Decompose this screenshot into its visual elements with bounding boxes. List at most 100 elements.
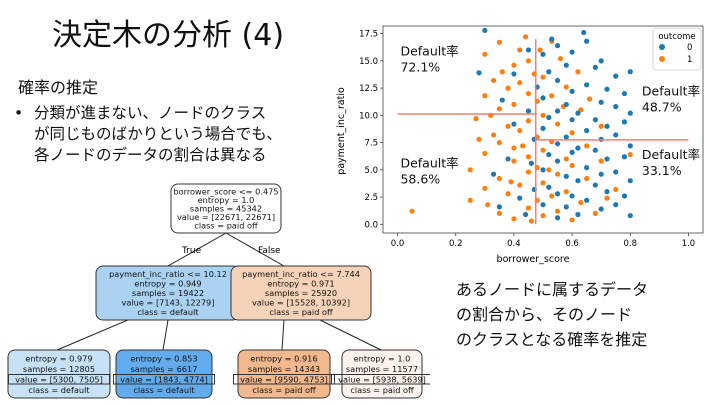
data-point-outcome-1 <box>525 154 532 160</box>
tree-node-text: entropy = 0.979 <box>25 353 92 363</box>
tree-node-text: value = [9590, 4753] <box>240 374 328 384</box>
tree-node-text: entropy = 1.0 <box>198 195 255 205</box>
data-point-outcome-0 <box>581 29 587 36</box>
data-point-outcome-0 <box>563 134 569 140</box>
data-point-outcome-1 <box>520 143 526 149</box>
value-highlight-box <box>331 374 430 385</box>
data-point-outcome-1 <box>525 90 532 97</box>
data-point-outcome-0 <box>613 202 619 208</box>
bullet-line: 分類が進まない、ノードのクラス <box>34 104 267 122</box>
data-point-outcome-0 <box>621 90 628 97</box>
data-point-outcome-0 <box>496 204 502 210</box>
annotation-line: Default率 <box>642 147 700 162</box>
data-point-outcome-1 <box>517 127 523 134</box>
data-point-outcome-1 <box>525 205 532 211</box>
tree-node-text: class = paid off <box>194 221 258 231</box>
data-point-outcome-0 <box>621 154 628 160</box>
y-tick-label: 10.0 <box>359 111 378 121</box>
tree-node-box <box>170 183 282 234</box>
data-point-outcome-1 <box>569 130 575 136</box>
data-point-outcome-1 <box>546 167 552 173</box>
data-point-outcome-1 <box>537 47 543 53</box>
data-point-outcome-0 <box>546 114 552 121</box>
data-point-outcome-0 <box>627 143 633 149</box>
data-point-outcome-1 <box>490 77 497 84</box>
data-point-outcome-0 <box>554 158 561 164</box>
data-point-outcome-0 <box>540 51 546 57</box>
data-point-outcome-0 <box>540 95 546 101</box>
data-point-outcome-0 <box>575 211 581 218</box>
annotation-line: 58.6% <box>400 172 440 187</box>
data-point-outcome-0 <box>546 151 552 158</box>
data-point-outcome-1 <box>505 123 511 129</box>
data-point-outcome-1 <box>467 167 473 173</box>
annotation-line: 72.1% <box>400 59 440 74</box>
data-point-outcome-1 <box>525 58 532 64</box>
data-point-outcome-0 <box>540 167 546 173</box>
note-line: あるノードに属するデータ <box>456 280 649 299</box>
tree-node-text: class = default <box>133 385 195 395</box>
data-point-outcome-1 <box>569 162 575 169</box>
annotation-line: Default率 <box>642 84 700 99</box>
y-tick-label: 2.5 <box>364 193 378 203</box>
data-point-outcome-0 <box>613 104 619 110</box>
tree-edge-right-rl <box>281 319 285 351</box>
x-tick-label: 0.4 <box>507 239 521 249</box>
tree-node-text: class = paid off <box>252 385 316 395</box>
data-point-outcome-0 <box>569 149 575 155</box>
data-point-outcome-1 <box>476 136 482 142</box>
x-tick-label: 0.0 <box>391 239 405 249</box>
data-point-outcome-1 <box>627 151 633 158</box>
tree-node-text: class = paid off <box>350 385 414 395</box>
data-point-outcome-0 <box>499 97 505 103</box>
tree-node-text: entropy = 0.916 <box>250 353 317 363</box>
slide-title: 決定木の分析 (4) <box>52 18 285 53</box>
data-point-outcome-1 <box>540 112 546 118</box>
data-point-outcome-1 <box>563 156 569 162</box>
data-point-outcome-1 <box>549 93 555 99</box>
data-point-outcome-0 <box>563 173 569 179</box>
data-point-outcome-1 <box>505 85 511 91</box>
explanation-note: あるノードに属するデータ の割合から、そのノード のクラスとなる確率を推定 <box>456 277 706 352</box>
data-point-outcome-1 <box>613 186 619 193</box>
bullet-marker: • <box>14 104 24 122</box>
data-point-outcome-1 <box>554 121 561 127</box>
value-highlight-box <box>8 374 110 385</box>
data-point-outcome-1 <box>604 195 610 201</box>
data-point-outcome-0 <box>554 191 561 197</box>
data-point-outcome-1 <box>511 216 517 222</box>
tree-node-text: samples = 12805 <box>23 364 95 374</box>
decision-tree-diagram: True False borrower_score <= 0.475entrop… <box>7 183 430 399</box>
data-point-outcome-0 <box>598 99 604 105</box>
data-point-outcome-1 <box>496 106 502 112</box>
data-point-outcome-0 <box>627 212 633 219</box>
tree-node-text: samples = 11577 <box>346 364 418 374</box>
data-point-outcome-0 <box>621 193 628 199</box>
data-point-outcome-1 <box>467 197 473 203</box>
data-point-outcome-0 <box>554 108 561 114</box>
data-point-outcome-0 <box>511 71 517 77</box>
legend-label: 0 <box>687 43 692 53</box>
data-point-outcome-1 <box>511 101 517 108</box>
data-point-outcome-1 <box>578 199 584 206</box>
scatter-points <box>409 27 633 224</box>
data-point-outcome-0 <box>584 197 590 203</box>
data-point-outcome-0 <box>598 171 604 177</box>
data-point-outcome-0 <box>613 73 619 79</box>
tree-node-text: value = [7143, 12279] <box>122 298 215 308</box>
data-point-outcome-0 <box>476 70 482 76</box>
data-point-outcome-0 <box>627 178 633 184</box>
data-point-outcome-0 <box>554 43 561 49</box>
data-point-outcome-1 <box>584 175 590 182</box>
tree-node-text: samples = 6617 <box>131 364 198 374</box>
y-tick-label: 5.0 <box>364 166 378 176</box>
data-point-outcome-1 <box>508 179 514 185</box>
data-point-outcome-0 <box>563 62 569 68</box>
tree-node-text: samples = 45342 <box>190 204 262 214</box>
y-tick-label: 15.0 <box>359 57 378 67</box>
data-point-outcome-0 <box>546 184 552 190</box>
